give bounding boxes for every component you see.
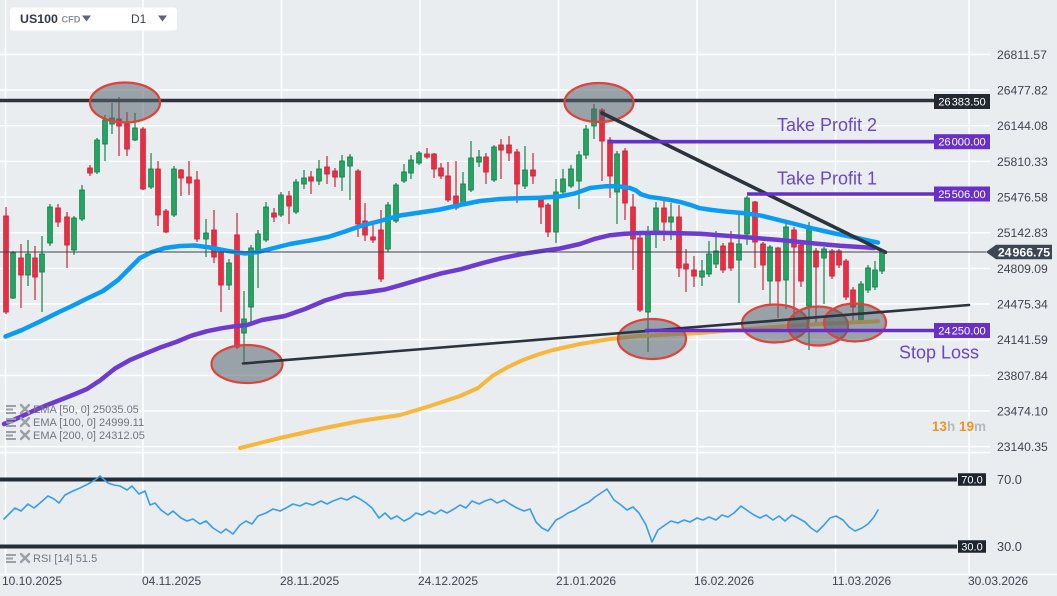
svg-text:30.0: 30.0 <box>997 539 1022 554</box>
svg-text:Stop Loss: Stop Loss <box>899 343 979 363</box>
svg-text:70.0: 70.0 <box>997 472 1022 487</box>
svg-text:10.10.2025: 10.10.2025 <box>2 574 62 588</box>
svg-text:23807.84: 23807.84 <box>997 369 1048 383</box>
svg-text:04.11.2025: 04.11.2025 <box>142 574 201 588</box>
svg-text:26 000.00: 26 000.00 <box>938 137 986 149</box>
svg-text:26477.82: 26477.82 <box>997 84 1048 98</box>
svg-text:23474.10: 23474.10 <box>997 405 1048 419</box>
svg-text:RSI [14] 51.5: RSI [14] 51.5 <box>33 553 97 565</box>
svg-text:21.01.2026: 21.01.2026 <box>556 574 616 588</box>
svg-text:D1: D1 <box>131 12 147 26</box>
svg-text:24 250.00: 24 250.00 <box>938 326 986 338</box>
svg-text:25142.83: 25142.83 <box>997 226 1048 240</box>
svg-text:Take Profit 1: Take Profit 1 <box>777 169 877 189</box>
svg-text:Take Profit 2: Take Profit 2 <box>777 115 877 135</box>
svg-text:26811.57: 26811.57 <box>997 48 1047 62</box>
svg-text:11.03.2026: 11.03.2026 <box>832 574 891 588</box>
svg-text:24475.34: 24475.34 <box>997 298 1048 312</box>
svg-text:24809.09: 24809.09 <box>997 262 1048 276</box>
svg-text:24 966.75: 24 966.75 <box>998 246 1050 260</box>
svg-text:13h 19m: 13h 19m <box>932 419 986 434</box>
svg-text:EMA [100, 0] 24999.11: EMA [100, 0] 24999.11 <box>33 417 144 429</box>
svg-text:70.0: 70.0 <box>961 474 982 486</box>
svg-text:16.02.2026: 16.02.2026 <box>694 574 754 588</box>
svg-text:26144.08: 26144.08 <box>997 119 1048 133</box>
svg-text:24141.59: 24141.59 <box>997 333 1048 347</box>
svg-text:25476.58: 25476.58 <box>997 191 1048 205</box>
svg-text:25810.33: 25810.33 <box>997 155 1048 169</box>
svg-text:EMA [50, 0] 25035.05: EMA [50, 0] 25035.05 <box>33 404 139 416</box>
svg-text:US100: US100 <box>20 12 58 26</box>
svg-text:28.11.2025: 28.11.2025 <box>280 574 339 588</box>
svg-text:25 506.00: 25 506.00 <box>938 189 986 201</box>
svg-text:26 383.50: 26 383.50 <box>938 97 986 109</box>
svg-text:CFD: CFD <box>62 15 81 25</box>
svg-text:30.0: 30.0 <box>961 541 982 553</box>
svg-text:23140.35: 23140.35 <box>997 440 1048 454</box>
svg-text:EMA [200, 0] 24312.05: EMA [200, 0] 24312.05 <box>33 430 145 442</box>
svg-text:24.12.2025: 24.12.2025 <box>418 574 478 588</box>
svg-text:30.03.2026: 30.03.2026 <box>968 574 1028 588</box>
